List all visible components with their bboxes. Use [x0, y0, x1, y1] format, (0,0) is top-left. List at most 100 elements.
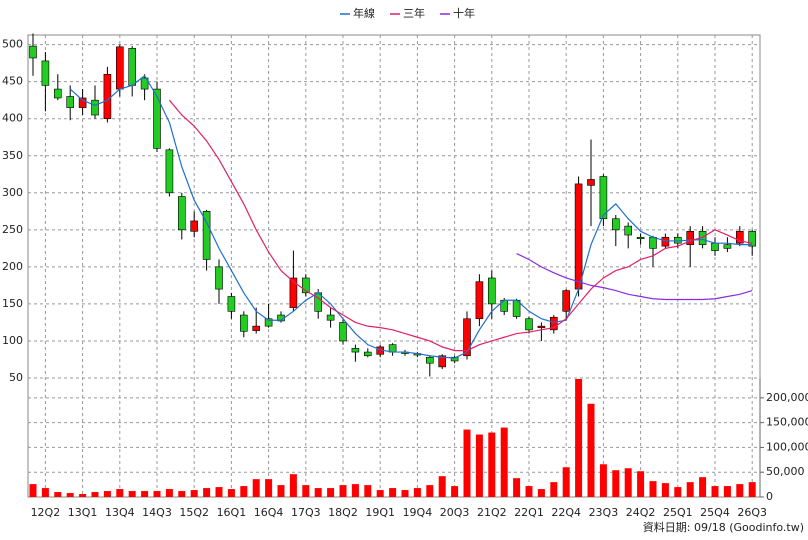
- volume-bar: [550, 482, 558, 497]
- volume-bar: [364, 485, 372, 497]
- y2-tick-label: 100,000: [766, 440, 808, 453]
- y-tick-label: 500: [2, 38, 23, 51]
- candle-body: [711, 242, 719, 251]
- x-tick-label: 13Q4: [105, 506, 135, 519]
- candle-body: [450, 356, 459, 362]
- x-tick-label: 22Q1: [514, 506, 544, 519]
- volume-bar: [29, 484, 37, 497]
- candle-body: [537, 325, 546, 328]
- candle-body: [388, 344, 397, 353]
- volume-bar: [649, 481, 657, 497]
- candle-body: [562, 290, 571, 312]
- volume-bar: [699, 477, 707, 497]
- candle-body: [723, 244, 732, 249]
- candle-body: [128, 48, 136, 86]
- volume-bar: [128, 491, 136, 497]
- volume-bar: [426, 485, 434, 497]
- volume-bar: [686, 482, 694, 497]
- y2-tick-label: 150,000: [766, 416, 808, 429]
- volume-bar: [66, 493, 74, 497]
- candle-body: [339, 322, 347, 342]
- volume-bar: [637, 471, 645, 497]
- candle-body: [202, 211, 211, 260]
- x-tick-label: 26Q3: [737, 506, 767, 519]
- candle-body: [91, 99, 99, 116]
- y2-tick-label: 50,000: [766, 465, 805, 478]
- candle-body: [549, 316, 558, 331]
- candle-body: [735, 231, 744, 244]
- volume-bar: [537, 489, 545, 497]
- x-tick-label: 25Q1: [663, 506, 693, 519]
- volume-bar: [165, 489, 173, 497]
- volume-bar: [413, 488, 421, 497]
- candle-body: [748, 231, 757, 247]
- volume-bar: [91, 492, 99, 497]
- volume-bar: [748, 482, 756, 497]
- source-note: 資料日期: 09/18 (Goodinfo.tw): [643, 520, 804, 534]
- candle-body: [363, 351, 372, 357]
- volume-bar: [624, 468, 632, 497]
- candle-body: [240, 314, 248, 332]
- candle-body: [425, 356, 434, 364]
- volume-bar: [389, 488, 397, 497]
- y-tick-label: 200: [2, 260, 23, 273]
- volume-bar: [587, 403, 595, 497]
- volume-bar: [289, 474, 297, 497]
- y-tick-label: 350: [2, 149, 23, 162]
- candle-body: [611, 218, 620, 231]
- candle-body: [165, 149, 174, 194]
- candle-body: [525, 318, 533, 331]
- legend-label: 年線: [353, 6, 375, 20]
- volume-bar: [153, 491, 161, 497]
- x-tick-label: 13Q1: [68, 506, 98, 519]
- candle-body: [215, 266, 223, 290]
- candle-body: [103, 73, 112, 120]
- volume-bar: [562, 467, 570, 497]
- candle-body: [29, 45, 37, 59]
- volume-bar: [302, 485, 310, 497]
- volume-bar: [475, 434, 483, 497]
- x-tick-label: 20Q3: [440, 506, 470, 519]
- volume-bar: [79, 494, 87, 497]
- candle-body: [264, 318, 273, 327]
- candle-body: [190, 220, 198, 232]
- candle-body: [587, 179, 595, 186]
- candle-body: [438, 355, 447, 368]
- ma-line: [516, 253, 753, 301]
- volume-bar: [215, 487, 223, 497]
- ma-line: [69, 74, 753, 359]
- x-tick-label: 19Q1: [365, 506, 395, 519]
- candle-body: [636, 236, 645, 240]
- x-tick-label: 18Q2: [328, 506, 358, 519]
- volume-bar: [314, 488, 322, 497]
- y-tick-label: 400: [2, 112, 23, 125]
- volume-bar: [525, 486, 533, 497]
- candle-body: [686, 231, 695, 245]
- x-tick-label: 17Q3: [291, 506, 321, 519]
- candle-body: [153, 88, 161, 149]
- candle-body: [624, 225, 633, 236]
- candle-body: [116, 46, 124, 90]
- candle-body: [487, 277, 496, 305]
- volume-bar: [339, 485, 347, 497]
- candle-body: [649, 236, 657, 249]
- x-tick-label: 24Q2: [626, 506, 656, 519]
- candle-body: [66, 96, 74, 108]
- candle-body: [599, 176, 608, 220]
- volume-bar: [674, 487, 682, 497]
- x-tick-label: 12Q2: [31, 506, 61, 519]
- candle-body: [326, 314, 335, 321]
- candle-body: [289, 277, 298, 308]
- candle-body: [475, 281, 484, 320]
- volume-bar: [612, 470, 620, 497]
- candle-body: [41, 60, 50, 86]
- volume-bar: [227, 489, 235, 497]
- volume-bar: [401, 490, 409, 497]
- x-tick-label: 16Q1: [217, 506, 247, 519]
- y-tick-label: 250: [2, 223, 23, 236]
- volume-bar: [178, 491, 186, 497]
- volume-bar: [438, 476, 446, 497]
- candle-body: [78, 97, 87, 108]
- volume-bar: [351, 484, 359, 497]
- volume-bar: [203, 488, 211, 497]
